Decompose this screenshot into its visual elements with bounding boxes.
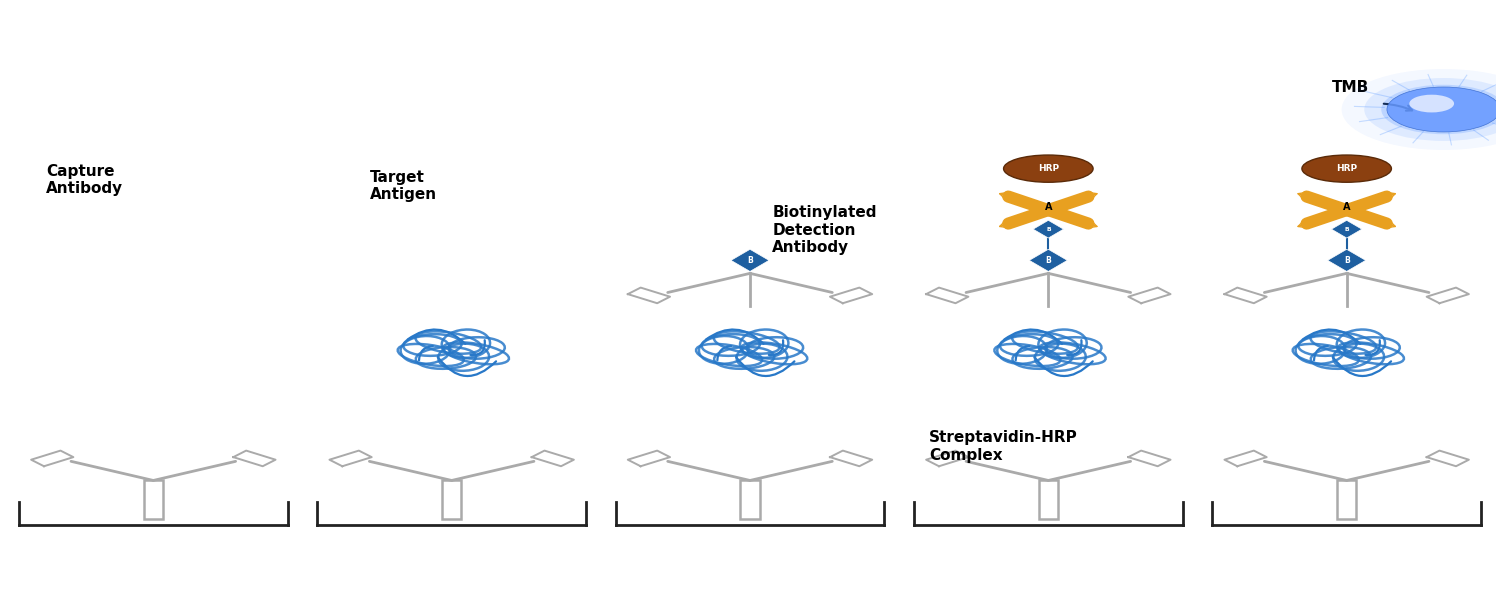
Text: B: B <box>1046 227 1050 232</box>
Polygon shape <box>926 287 969 303</box>
Text: Capture
Antibody: Capture Antibody <box>46 164 123 196</box>
Polygon shape <box>1128 451 1170 466</box>
Polygon shape <box>730 249 770 271</box>
Polygon shape <box>1426 287 1468 303</box>
Text: Biotinylated
Detection
Antibody: Biotinylated Detection Antibody <box>772 205 877 255</box>
Text: HRP: HRP <box>1336 164 1358 173</box>
Polygon shape <box>531 451 574 466</box>
Polygon shape <box>234 451 276 466</box>
Polygon shape <box>1128 287 1170 303</box>
Circle shape <box>1365 78 1500 141</box>
Polygon shape <box>1224 287 1266 303</box>
Ellipse shape <box>1302 155 1392 182</box>
Polygon shape <box>926 451 969 466</box>
Circle shape <box>1341 69 1500 150</box>
Polygon shape <box>1034 220 1064 238</box>
Text: A: A <box>1044 202 1052 212</box>
Text: B: B <box>1344 227 1348 232</box>
Polygon shape <box>830 451 872 466</box>
Text: B: B <box>747 256 753 265</box>
Polygon shape <box>32 451 74 466</box>
Polygon shape <box>1029 249 1068 271</box>
Circle shape <box>1382 85 1500 134</box>
Text: TMB: TMB <box>1332 80 1370 95</box>
Polygon shape <box>1224 451 1266 466</box>
Text: Streptavidin-HRP
Complex: Streptavidin-HRP Complex <box>928 430 1077 463</box>
Polygon shape <box>1426 451 1468 466</box>
Polygon shape <box>830 287 872 303</box>
Polygon shape <box>628 287 670 303</box>
Text: B: B <box>1344 256 1350 265</box>
Text: B: B <box>1046 256 1052 265</box>
Text: Target
Antigen: Target Antigen <box>369 170 436 202</box>
Polygon shape <box>628 451 670 466</box>
Text: A: A <box>1342 202 1350 212</box>
Text: HRP: HRP <box>1038 164 1059 173</box>
Ellipse shape <box>1004 155 1094 182</box>
Polygon shape <box>330 451 372 466</box>
Circle shape <box>1388 87 1500 132</box>
Circle shape <box>1410 95 1454 112</box>
Polygon shape <box>1328 249 1365 271</box>
Polygon shape <box>1332 220 1362 238</box>
